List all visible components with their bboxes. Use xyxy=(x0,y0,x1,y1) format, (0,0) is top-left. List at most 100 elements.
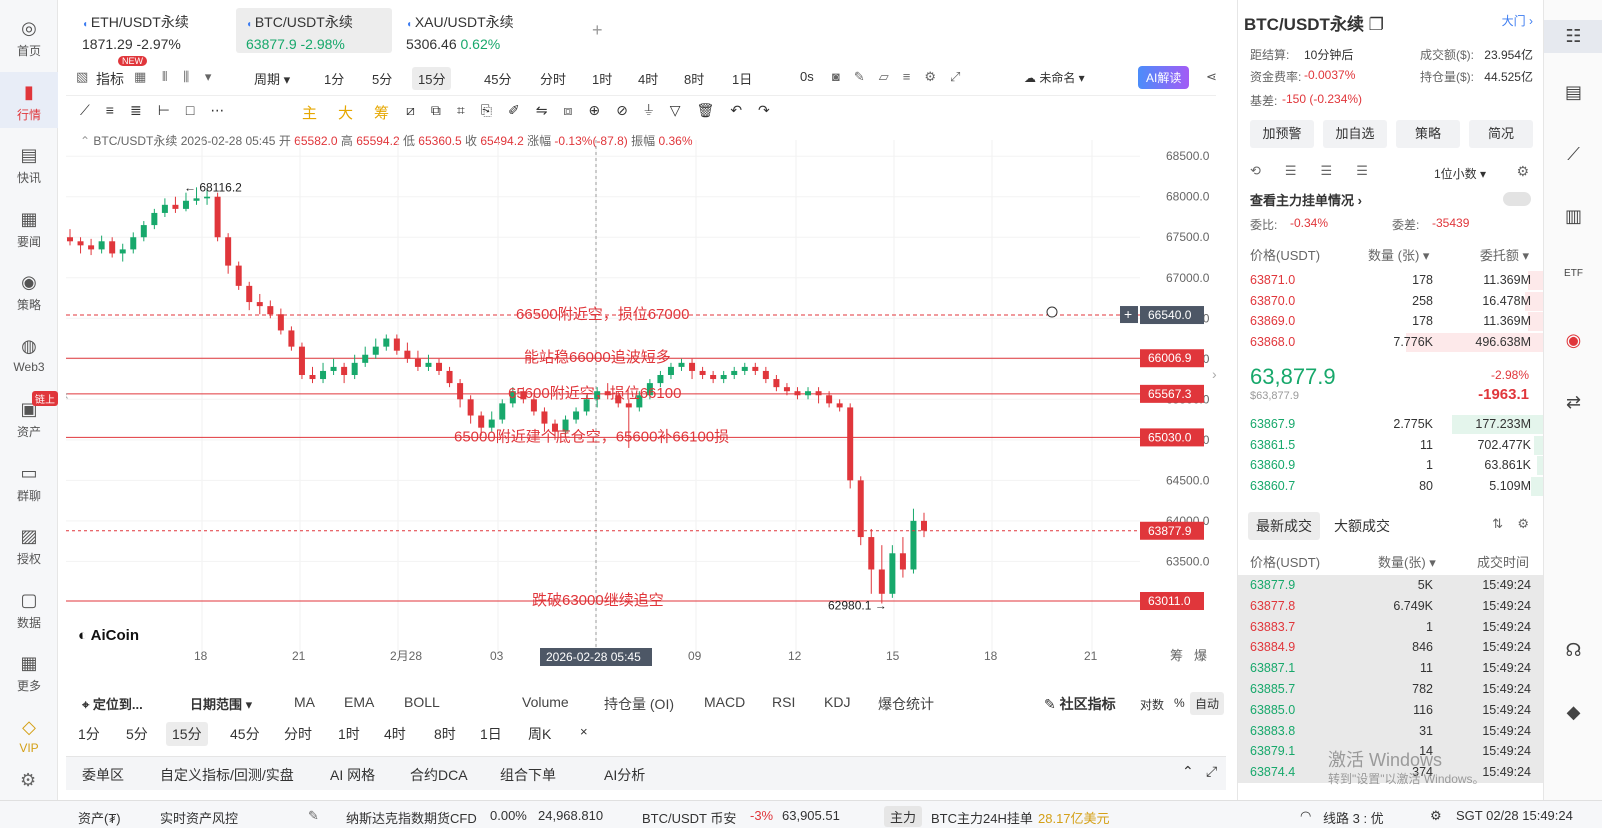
status-settings-icon[interactable]: ⚙ xyxy=(1430,808,1442,823)
exchange-icon[interactable]: ⇄ xyxy=(1565,392,1582,412)
bottom-interval-7[interactable]: 8时 xyxy=(434,726,456,742)
bottom-interval-0[interactable]: 1分 xyxy=(78,726,100,742)
robot-icon[interactable]: ◉ xyxy=(1565,330,1582,350)
right-button-0[interactable]: 加预警 xyxy=(1250,120,1314,148)
right-button-1[interactable]: 加自选 xyxy=(1323,120,1387,148)
community-indicator-button[interactable]: ✎ 社区指标 xyxy=(1044,696,1116,712)
nav-item-7[interactable]: ▭ 群聊 xyxy=(0,453,58,509)
interval-分时[interactable]: 分时 xyxy=(540,72,567,87)
nav-item-1[interactable]: ▮ 行情 xyxy=(0,71,58,128)
bottom-tab-5[interactable]: AI分析 xyxy=(604,767,646,783)
bottom-interval-1[interactable]: 5分 xyxy=(126,726,148,742)
interval-1日[interactable]: 1日 xyxy=(732,72,753,87)
period-dropdown[interactable]: 周期 ▾ xyxy=(254,72,291,87)
symbol-tab-0[interactable]: ◖ ETH/USDT永续 1871.29 -2.97% xyxy=(72,8,228,53)
indicator-6[interactable]: RSI xyxy=(772,694,796,710)
chart-type-icons[interactable]: ▦ ⦀ ⫼ ▾ xyxy=(134,69,218,84)
indicator-8[interactable]: 爆仓统计 xyxy=(878,696,934,712)
indicator-2[interactable]: BOLL xyxy=(404,694,440,710)
locate-button[interactable]: ⌖ 定位到... xyxy=(82,697,143,712)
percent-toggle[interactable]: % xyxy=(1174,696,1185,710)
indicator-4[interactable]: 持仓量 (OI) xyxy=(604,696,674,712)
scroll-left-icon[interactable]: ‹ xyxy=(66,386,69,402)
indicator-icon[interactable]: ▧ xyxy=(76,69,89,84)
nav-item-5[interactable]: ◍ Web3 xyxy=(0,326,58,382)
indicator-3[interactable]: Volume xyxy=(522,694,569,710)
bottom-interval-4[interactable]: 分时 xyxy=(284,726,312,742)
nav-item-8[interactable]: ▨ 授权 xyxy=(0,516,58,572)
indicator-1[interactable]: EMA xyxy=(344,694,375,710)
bottom-tab-3[interactable]: 合约DCA xyxy=(410,767,468,783)
add-tab-button[interactable]: + xyxy=(592,20,603,40)
bid-row[interactable]: 63867.9 2.775K 177.233M xyxy=(1238,414,1543,435)
trade-tab-latest[interactable]: 最新成交 xyxy=(1248,512,1320,540)
bottom-interval-9[interactable]: 周K xyxy=(528,726,552,742)
bottom-tab-2[interactable]: AI 网格 xyxy=(330,767,376,783)
close-intervals-icon[interactable]: × xyxy=(580,724,588,739)
bottom-interval-8[interactable]: 1日 xyxy=(480,726,502,742)
indicator-button[interactable]: 指标 xyxy=(96,71,124,87)
tool-icons[interactable]: ◙✎▱≡⚙⤢ xyxy=(832,69,975,84)
drawing-tool-icons[interactable]: ⟋≡≣⊢□⋯ xyxy=(80,102,241,118)
settings-icon[interactable]: ⚙ xyxy=(20,770,37,790)
interval-8时[interactable]: 8时 xyxy=(684,72,705,87)
trade-tab-large[interactable]: 大额成交 xyxy=(1334,518,1390,534)
line-handle[interactable] xyxy=(1046,306,1058,318)
bottom-interval-2[interactable]: 15分 xyxy=(166,722,208,746)
bottom-tab-4[interactable]: 组合下单 xyxy=(500,767,556,783)
decimals-dropdown[interactable]: 1位小数 ▾ xyxy=(1434,167,1487,181)
ob-mode-icons[interactable]: ⟲☰☰☰ xyxy=(1250,163,1392,178)
interval-1时[interactable]: 1时 xyxy=(592,72,613,87)
nav-item-9[interactable]: ▢ 数据 xyxy=(0,580,58,636)
draw-label-1[interactable]: 大 xyxy=(338,105,354,122)
collapse-up-icon[interactable]: ⌃ xyxy=(1182,763,1194,779)
bottom-interval-5[interactable]: 1时 xyxy=(338,726,360,742)
indicator-5[interactable]: MACD xyxy=(704,694,746,710)
ask-row[interactable]: 63869.0 178 11.369M xyxy=(1238,311,1543,332)
main-orders-toggle[interactable] xyxy=(1503,192,1531,206)
layout-dropdown[interactable]: ☁ 未命名 ▾ xyxy=(1024,71,1085,85)
collapse-icon[interactable]: ⌃ xyxy=(80,134,94,148)
bot-icon[interactable]: ◆ xyxy=(1566,702,1581,722)
headset-icon[interactable]: ☊ xyxy=(1565,640,1582,660)
candlestick-chart[interactable]: 68500.068000.067500.067000.066500.066000… xyxy=(66,140,1230,675)
nav-item-11[interactable]: ◇ VIP xyxy=(0,707,58,763)
nav-item-4[interactable]: ◉ 策略 xyxy=(0,262,58,318)
list-view-icon[interactable]: ☷ xyxy=(1544,20,1602,53)
interval-45分[interactable]: 45分 xyxy=(484,72,512,87)
log-toggle[interactable]: 对数 xyxy=(1140,698,1165,712)
symbol-tab-2[interactable]: ◖ XAU/USDT永续 5306.46 0.62% xyxy=(396,8,552,53)
etf-icon[interactable]: ETF xyxy=(1564,268,1583,279)
indicator-0[interactable]: MA xyxy=(294,694,315,710)
nav-item-0[interactable]: ◎ 首页 xyxy=(0,8,58,64)
add-order-button[interactable]: + xyxy=(1120,306,1138,324)
interval-15分[interactable]: 15分 xyxy=(412,67,452,90)
bar-chart-icon[interactable]: ▥ xyxy=(1564,206,1582,226)
bid-row[interactable]: 63860.7 80 5.109M xyxy=(1238,476,1543,497)
right-button-3[interactable]: 简况 xyxy=(1469,120,1533,148)
draw-label-0[interactable]: 主 xyxy=(302,105,318,122)
status-risk[interactable]: 实时资产风控 xyxy=(160,811,239,826)
trade-filter-icon[interactable]: ⇅ xyxy=(1492,516,1503,531)
exchange-link[interactable]: 大门 › xyxy=(1501,14,1533,28)
interval-1分[interactable]: 1分 xyxy=(324,72,345,87)
interval-4时[interactable]: 4时 xyxy=(638,72,659,87)
nav-item-3[interactable]: ▦ 要闻 xyxy=(0,199,58,255)
document-icon[interactable]: ▤ xyxy=(1564,82,1582,102)
more-drawing-icons[interactable]: ⧄⧉⌗⎘✐⇋⧈⊕⊘⏚▽🗑↶↷ xyxy=(406,102,786,118)
bottom-interval-6[interactable]: 4时 xyxy=(384,726,406,742)
trade-settings-icon[interactable]: ⚙ xyxy=(1517,516,1529,531)
ask-row[interactable]: 63868.0 7.776K 496.638M xyxy=(1238,332,1543,353)
edit-icon[interactable]: ✎ xyxy=(308,808,319,823)
bottom-tab-0[interactable]: 委单区 xyxy=(82,767,124,783)
ask-row[interactable]: 63871.0 178 11.369M xyxy=(1238,270,1543,291)
share-icon[interactable]: ⋖ xyxy=(1206,69,1217,84)
draw-label-2[interactable]: 筹 xyxy=(374,105,390,122)
scroll-right-icon[interactable]: › xyxy=(1212,366,1217,382)
nav-item-2[interactable]: ▤ 快讯 xyxy=(0,135,58,191)
interval-5分[interactable]: 5分 xyxy=(372,72,393,87)
nav-item-10[interactable]: ▦ 更多 xyxy=(0,643,58,699)
bottom-tab-1[interactable]: 自定义指标/回测/实盘 xyxy=(160,767,294,783)
bid-row[interactable]: 63861.5 11 702.477K xyxy=(1238,435,1543,456)
nav-item-6[interactable]: ▣ 资产 链上 xyxy=(0,389,58,445)
